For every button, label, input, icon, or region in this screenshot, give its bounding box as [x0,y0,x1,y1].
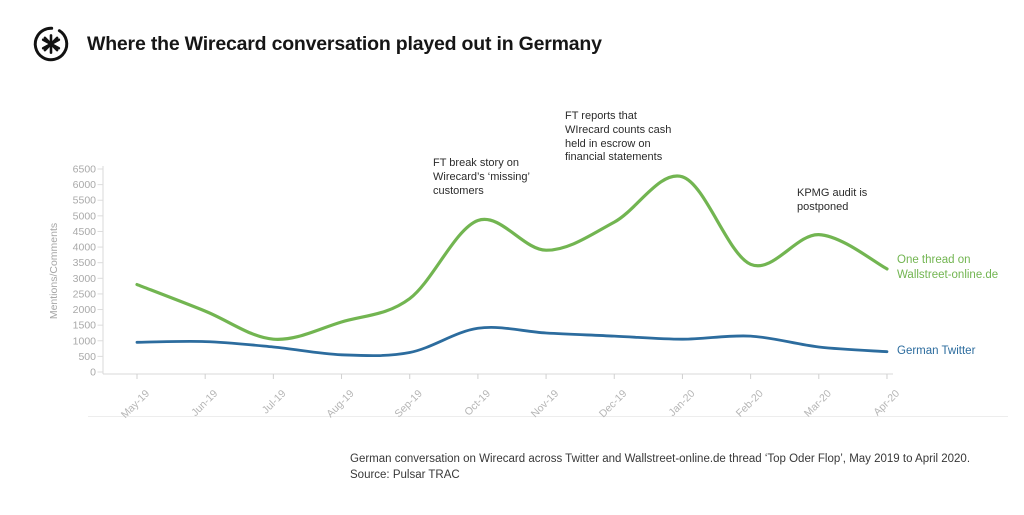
y-tick-label: 0 [90,367,96,379]
x-tick-label: Jan-20 [666,388,697,419]
x-tick-label: Mar-20 [802,388,834,420]
x-tick-label: Aug-19 [324,388,357,421]
x-tick-label: Sep-19 [392,388,425,421]
x-tick-label: Dec-19 [597,388,630,421]
y-tick-label: 1000 [73,335,97,347]
y-tick-label: 3000 [73,273,97,285]
y-tick-label: 2500 [73,288,97,300]
header: Where the Wirecard conversation played o… [30,23,602,65]
y-tick-label: 6000 [73,179,97,191]
caption-description: German conversation on Wirecard across T… [350,453,971,465]
y-tick-label: 2000 [73,304,97,316]
x-tick-label: Jul-19 [260,388,289,417]
y-tick-label: 4500 [73,226,97,238]
chart-caption: German conversation on Wirecard across T… [350,451,970,483]
x-tick-label: Nov-19 [529,388,562,421]
pulsar-asterisk-logo-icon [33,26,69,62]
x-tick-label: Oct-19 [462,388,493,419]
x-tick-label: May-19 [119,388,152,421]
series-label-wallstreet-online: One thread on Wallstreet-online.de [897,254,999,281]
series-label-german-twitter: German Twitter [897,345,976,357]
annotation-kpmg-audit: KPMG audit is postponed [797,187,868,213]
page-title: Where the Wirecard conversation played o… [87,32,602,55]
x-tick-label: Feb-20 [734,388,766,420]
y-tick-label: 5500 [73,195,97,207]
annotation-ft-break-story: FT break story on Wirecard’s ‘missing’ c… [433,157,530,197]
caption-source: Source: Pulsar TRAC [350,469,460,481]
series-line-0 [135,174,889,341]
y-axis-title: Mentions/Comments [48,223,60,319]
y-tick-label: 5000 [73,210,97,222]
y-tick-label: 1500 [73,320,97,332]
y-tick-label: 6500 [73,164,97,176]
annotation-ft-escrow-report: FT reports that WIrecard counts cash hel… [565,110,672,164]
x-tick-label: Jun-19 [189,388,220,419]
series-line-1 [135,326,889,358]
y-tick-label: 4000 [73,242,97,254]
y-tick-label: 500 [78,351,96,363]
y-tick-label: 3500 [73,257,97,269]
x-tick-label: Apr-20 [871,388,902,419]
